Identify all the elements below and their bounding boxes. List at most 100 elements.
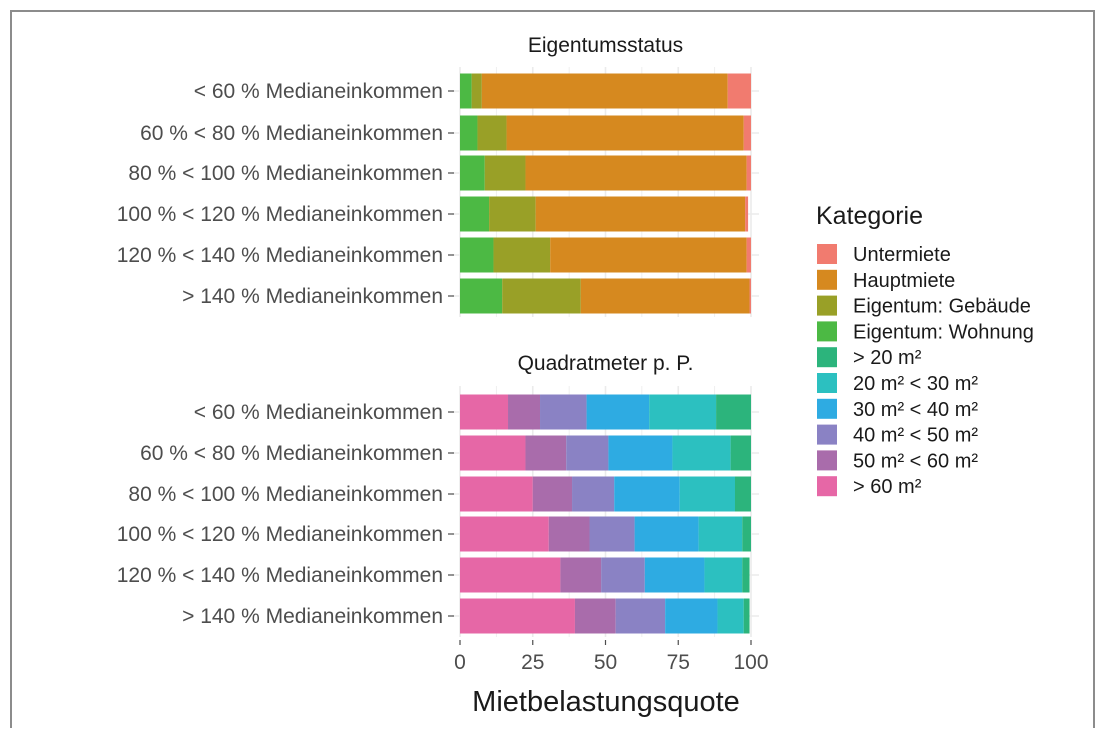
legend-key <box>817 424 837 445</box>
legend-key <box>817 398 837 419</box>
bar-segment--20-m- <box>734 476 751 512</box>
bar-segment-20-m-30-m- <box>698 516 743 552</box>
bar-segment--60-m- <box>460 435 526 471</box>
bar-segment-eigentum-wohnung <box>460 237 494 273</box>
bar-segment-30-m-40-m- <box>634 516 699 552</box>
bar-segment-hauptmiete <box>525 155 747 191</box>
bar-segment-50-m-60-m- <box>574 598 616 634</box>
legend-label: > 20 m² <box>853 347 922 369</box>
bar-segment--60-m- <box>460 598 575 634</box>
category-label: 100 % < 120 % Medianeinkommen <box>117 203 443 226</box>
bar-segment--60-m- <box>460 476 533 512</box>
facet-title: Eigentumsstatus <box>528 34 683 57</box>
bar-segment-20-m-30-m- <box>717 598 744 634</box>
bar-segment--20-m- <box>716 394 751 430</box>
legend-label: 20 m² < 30 m² <box>853 373 978 395</box>
category-label: < 60 % Medianeinkommen <box>194 401 443 424</box>
category-label: 80 % < 100 % Medianeinkommen <box>128 162 443 185</box>
bar-segment-untermiete <box>745 196 749 232</box>
bar-segment-40-m-50-m- <box>589 516 635 552</box>
bar-segment-50-m-60-m- <box>525 435 567 471</box>
bar-segment--20-m- <box>743 598 750 634</box>
bar-segment-eigentum-geb-ude <box>471 73 482 109</box>
bar-segment-20-m-30-m- <box>704 557 743 593</box>
legend-key <box>817 450 837 471</box>
bar-segment-30-m-40-m- <box>614 476 680 512</box>
bar-segment-eigentum-wohnung <box>460 196 490 232</box>
x-axis-title: Mietbelastungsquote <box>472 686 740 718</box>
legend-key <box>817 321 837 342</box>
bar-segment-untermiete <box>727 73 751 109</box>
legend-key <box>817 269 837 290</box>
category-label: 80 % < 100 % Medianeinkommen <box>128 483 443 506</box>
bar-segment-50-m-60-m- <box>532 476 573 512</box>
legend-key <box>817 244 837 264</box>
bar-segment-40-m-50-m- <box>566 435 609 471</box>
bar-segment-hauptmiete <box>580 278 750 314</box>
legend-label: Untermiete <box>853 244 951 266</box>
bar-segment-eigentum-geb-ude <box>493 237 551 273</box>
bar-segment-30-m-40-m- <box>665 598 718 634</box>
legend-label: 30 m² < 40 m² <box>853 399 978 421</box>
bar-segment-eigentum-wohnung <box>460 73 472 109</box>
bar-segment-eigentum-geb-ude <box>489 196 536 232</box>
bar-segment-50-m-60-m- <box>548 516 590 552</box>
panel-0: Eigentumsstatus < 60 % Medianeinkommen 60 … <box>117 34 759 317</box>
legend-label: Eigentum: Gebäude <box>853 296 1031 318</box>
bar-segment--60-m- <box>460 516 549 552</box>
bar-segment-30-m-40-m- <box>644 557 705 593</box>
legend-key <box>817 373 837 393</box>
legend-key <box>817 347 837 368</box>
bar-segment-40-m-50-m- <box>540 394 587 430</box>
bar-segment-untermiete <box>746 155 751 191</box>
category-label: > 140 % Medianeinkommen <box>182 605 443 628</box>
bar-segment-eigentum-wohnung <box>460 115 478 151</box>
bar-segment-40-m-50-m- <box>572 476 615 512</box>
bar-segment-untermiete <box>743 115 751 151</box>
x-tick-label: 75 <box>667 651 690 674</box>
category-label: 120 % < 140 % Medianeinkommen <box>117 564 443 587</box>
bar-segment-20-m-30-m- <box>679 476 735 512</box>
category-label: < 60 % Medianeinkommen <box>194 80 443 103</box>
category-label: > 140 % Medianeinkommen <box>182 285 443 308</box>
legend-title: Kategorie <box>816 202 923 230</box>
bar-segment-20-m-30-m- <box>672 435 731 471</box>
bar-segment--60-m- <box>460 394 509 430</box>
bar-segment-20-m-30-m- <box>649 394 717 430</box>
legend: Kategorie Untermiete Hauptmiete Eigentum: G… <box>816 202 1034 498</box>
legend-label: Hauptmiete <box>853 270 955 292</box>
bar-segment--20-m- <box>742 557 750 593</box>
x-tick-label: 0 <box>454 651 466 674</box>
bar-segment--20-m- <box>730 435 751 471</box>
legend-label: Eigentum: Wohnung <box>853 321 1034 343</box>
bar-segment-hauptmiete <box>535 196 746 232</box>
bar-segment-40-m-50-m- <box>615 598 666 634</box>
x-tick-label: 50 <box>594 651 617 674</box>
bar-segment-50-m-60-m- <box>508 394 541 430</box>
bar-segment-hauptmiete <box>481 73 728 109</box>
category-label: 100 % < 120 % Medianeinkommen <box>117 523 443 546</box>
category-label: 60 % < 80 % Medianeinkommen <box>140 442 443 465</box>
bar-segment-eigentum-wohnung <box>460 155 485 191</box>
category-label: 120 % < 140 % Medianeinkommen <box>117 244 443 267</box>
panel-1: Quadratmeter p. P. < 60 % Medianeinkommen… <box>117 352 759 637</box>
bar-segment--60-m- <box>460 557 561 593</box>
bar-segment-untermiete <box>746 237 751 273</box>
bar-segment--20-m- <box>742 516 751 552</box>
category-label: 60 % < 80 % Medianeinkommen <box>140 122 443 145</box>
bar-segment-eigentum-geb-ude <box>484 155 526 191</box>
bar-segment-hauptmiete <box>506 115 744 151</box>
bar-segment-eigentum-geb-ude <box>502 278 581 314</box>
bar-segment-50-m-60-m- <box>560 557 602 593</box>
legend-key <box>817 295 837 316</box>
bar-segment-30-m-40-m- <box>608 435 673 471</box>
x-tick-label: 100 <box>733 651 768 674</box>
bar-segment-40-m-50-m- <box>601 557 645 593</box>
legend-label: 40 m² < 50 m² <box>853 425 978 447</box>
legend-label: 50 m² < 60 m² <box>853 450 978 472</box>
bar-segment-eigentum-wohnung <box>460 278 503 314</box>
legend-key <box>817 476 837 497</box>
bar-segment-hauptmiete <box>550 237 747 273</box>
x-tick-label: 25 <box>521 651 544 674</box>
